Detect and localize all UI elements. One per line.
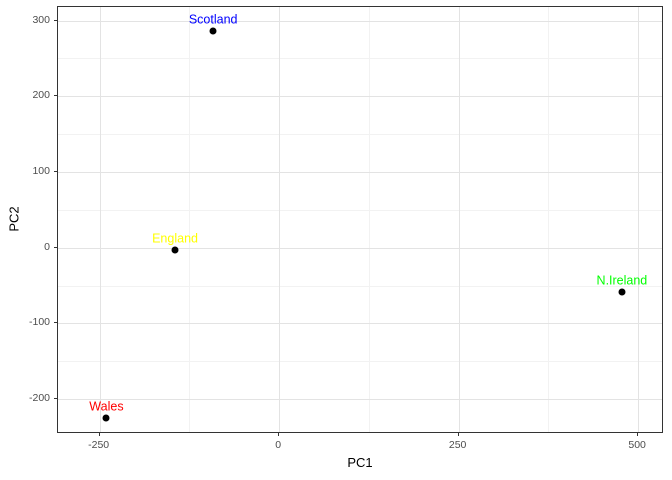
- y-tick-label: -100: [28, 316, 50, 329]
- y-minor-gridline: [58, 58, 662, 60]
- point-label-england: England: [152, 231, 198, 246]
- plot-panel: Scotland England N.Ireland Wales: [57, 6, 663, 433]
- x-tick-label: 500: [628, 439, 646, 451]
- y-tick-mark: [54, 246, 57, 248]
- y-minor-gridline: [58, 285, 662, 287]
- x-minor-gridline: [189, 7, 191, 432]
- x-tick-mark: [457, 433, 459, 436]
- data-point-wales: [102, 414, 110, 422]
- y-minor-gridline: [58, 134, 662, 136]
- y-major-gridline: [58, 172, 662, 174]
- x-minor-gridline: [548, 7, 550, 432]
- y-major-gridline: [58, 247, 662, 249]
- x-major-gridline: [279, 7, 281, 432]
- y-minor-gridline: [58, 361, 662, 363]
- y-tick-label: 300: [32, 13, 50, 26]
- y-tick-label: 200: [32, 89, 50, 102]
- point-label-scotland: Scotland: [188, 12, 238, 27]
- x-axis-title: PC1: [347, 455, 373, 470]
- y-tick-label: -200: [28, 392, 50, 405]
- x-minor-gridline: [368, 7, 370, 432]
- y-major-gridline: [58, 323, 662, 325]
- y-tick-mark: [54, 398, 57, 400]
- y-major-gridline: [58, 96, 662, 98]
- y-major-gridline: [58, 20, 662, 22]
- x-tick-label: 250: [448, 439, 467, 451]
- y-tick-mark: [54, 322, 57, 324]
- x-tick-mark: [637, 433, 639, 436]
- x-tick-label: 0: [275, 439, 282, 451]
- x-major-gridline: [638, 7, 640, 432]
- x-tick-mark: [278, 433, 280, 436]
- point-label-wales: Wales: [89, 399, 124, 414]
- point-label-n-ireland: N.Ireland: [596, 273, 648, 288]
- x-tick-mark: [98, 433, 100, 436]
- data-point-scotland: [209, 27, 217, 35]
- data-point-england: [171, 246, 179, 254]
- y-major-gridline: [58, 399, 662, 401]
- y-tick-mark: [54, 19, 57, 21]
- y-tick-label: 0: [44, 240, 50, 253]
- y-axis-title: PC2: [6, 206, 22, 232]
- y-tick-mark: [54, 171, 57, 173]
- x-major-gridline: [99, 7, 101, 432]
- y-minor-gridline: [58, 209, 662, 211]
- y-tick-label: 100: [32, 165, 50, 178]
- y-tick-mark: [54, 95, 57, 97]
- data-point-n-ireland: [618, 288, 626, 296]
- x-tick-label: -250: [88, 439, 110, 451]
- x-major-gridline: [458, 7, 460, 432]
